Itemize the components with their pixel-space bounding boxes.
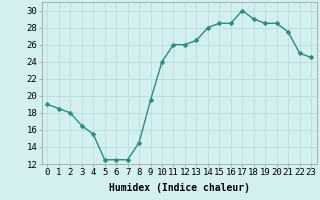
X-axis label: Humidex (Indice chaleur): Humidex (Indice chaleur) — [109, 183, 250, 193]
